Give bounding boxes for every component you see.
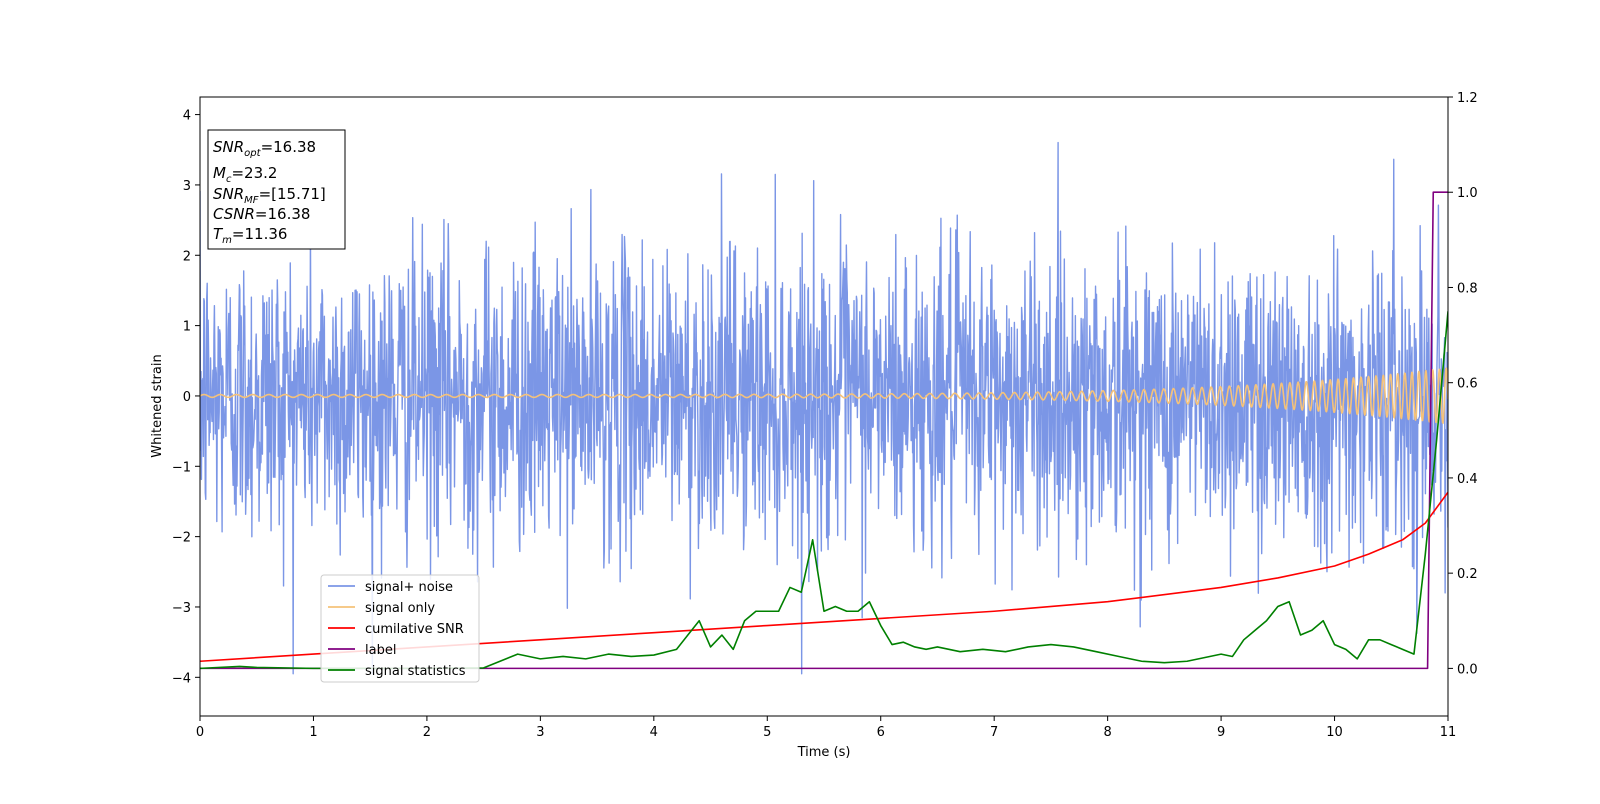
legend-label-0: signal+ noise — [365, 580, 453, 595]
annotation-line-4: Tm=11.36 — [213, 225, 287, 246]
y-axis-label: Whitened strain — [150, 354, 165, 457]
series-line-1 — [200, 367, 1448, 424]
left-tick-label: 2 — [183, 249, 191, 264]
annotation-box: SNRopt=16.38 Mc=23.2SNRMF=[15.71]CSNR=16.… — [207, 129, 346, 250]
x-tick-label: 8 — [1103, 725, 1111, 740]
right-tick-label: 1.2 — [1457, 91, 1478, 106]
plot-frame — [199, 96, 1449, 717]
x-tick-label: 0 — [196, 725, 204, 740]
x-tick-label: 2 — [423, 725, 431, 740]
right-tick-label: 0.0 — [1457, 662, 1478, 677]
x-axis-label: Time (s) — [797, 745, 851, 760]
x-tick-label: 1 — [309, 725, 317, 740]
x-tick-label: 4 — [650, 725, 658, 740]
series-line-3 — [200, 191, 1448, 670]
x-tick-label: 5 — [763, 725, 771, 740]
left-tick-label: 1 — [183, 320, 191, 335]
left-tick-label: 0 — [183, 390, 191, 405]
annotation-line-1: Mc=23.2 — [213, 164, 277, 185]
right-tick-label: 0.6 — [1457, 377, 1478, 392]
left-y-axis: −4 −3 −2 −1 0 1 2 3 4 — [172, 109, 200, 686]
left-tick-label: −3 — [172, 601, 191, 616]
series-line-2 — [200, 491, 1448, 663]
legend-label-2: cumilative SNR — [365, 622, 464, 637]
right-tick-label: 0.4 — [1457, 472, 1478, 487]
x-tick-label: 3 — [536, 725, 544, 740]
annotation-line-2: SNRMF=[15.71] — [213, 185, 326, 206]
left-tick-label: −1 — [172, 460, 191, 475]
right-tick-label: 0.2 — [1457, 567, 1478, 582]
x-axis: 0 1 2 3 4 5 6 7 8 9 10 11 — [196, 716, 1456, 740]
right-tick-label: 0.8 — [1457, 281, 1478, 296]
x-tick-label: 6 — [877, 725, 885, 740]
x-tick-label: 7 — [990, 725, 998, 740]
legend-label-4: signal statistics — [365, 664, 466, 679]
right-y-axis: 0.0 0.2 0.4 0.6 0.8 1.0 1.2 — [1448, 91, 1478, 677]
x-tick-label: 9 — [1217, 725, 1225, 740]
series-line-4 — [200, 311, 1448, 670]
left-tick-label: 4 — [183, 109, 191, 124]
left-tick-label: 3 — [183, 179, 191, 194]
annotation-line-3: CSNR=16.38 — [213, 205, 310, 223]
legend-label-3: label — [365, 643, 396, 658]
annotation-line-0: SNRopt=16.38 — [213, 138, 316, 159]
left-tick-label: −4 — [172, 671, 191, 686]
legend: signal+ noise signal only cumilative SNR la… — [320, 574, 480, 683]
plot-area — [200, 141, 1448, 675]
x-tick-label: 11 — [1440, 725, 1457, 740]
legend-label-1: signal only — [365, 601, 435, 616]
right-tick-label: 1.0 — [1457, 186, 1478, 201]
left-tick-label: −2 — [172, 531, 191, 546]
x-tick-label: 10 — [1326, 725, 1343, 740]
